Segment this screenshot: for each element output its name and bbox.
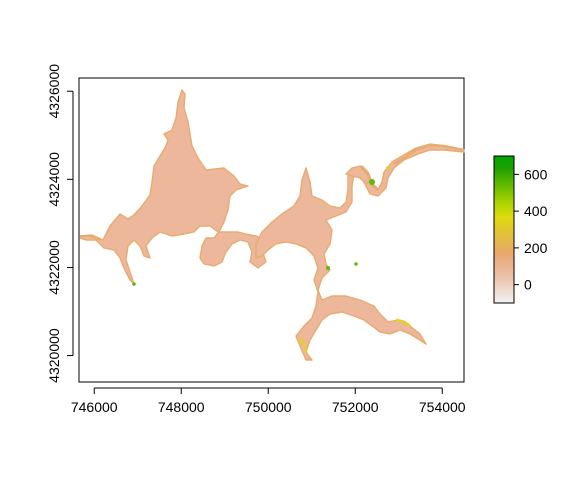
plot-frame <box>78 77 465 383</box>
y-tick-label: 4322000 <box>46 240 62 295</box>
colorbar-tick-label: 400 <box>524 203 548 219</box>
edge-accent-east-arm <box>360 166 380 192</box>
x-tick-label: 746000 <box>71 399 118 415</box>
y-axis: 4320000 4322000 4324000 4326000 <box>46 64 74 383</box>
y-tick-label: 4324000 <box>46 152 62 207</box>
x-tick-label: 748000 <box>158 399 205 415</box>
high-value-cell-southwest <box>132 282 136 286</box>
high-value-cell-channel <box>386 166 390 170</box>
y-tick-label: 4326000 <box>46 64 62 119</box>
edge-accent-south-arm <box>298 337 308 353</box>
colorbar-legend: 0 200 400 600 <box>493 155 548 304</box>
reservoir-raster <box>79 89 465 361</box>
colorbar-tick-label: 200 <box>524 240 548 256</box>
edge-accent-west-inlet <box>80 235 101 241</box>
high-value-cell-se <box>354 262 358 266</box>
edge-accent-southeast-arm <box>395 318 411 328</box>
high-value-cell-south <box>326 266 330 270</box>
colorbar-ticks: 0 200 400 600 <box>514 166 548 293</box>
colorbar-tick-label: 600 <box>524 166 548 182</box>
x-axis: 746000 748000 750000 752000 754000 <box>71 387 466 415</box>
colorbar-gradient <box>493 155 515 304</box>
x-tick-label: 754000 <box>419 399 466 415</box>
raster-accents <box>80 143 465 353</box>
edge-accent-north-channel <box>393 143 465 166</box>
raster-west-lobe <box>79 89 267 285</box>
x-tick-label: 750000 <box>245 399 292 415</box>
y-tick-label: 4320000 <box>46 328 62 383</box>
high-value-cell-east <box>369 179 375 185</box>
colorbar-tick-label: 0 <box>524 277 532 293</box>
x-tick-label: 752000 <box>332 399 379 415</box>
